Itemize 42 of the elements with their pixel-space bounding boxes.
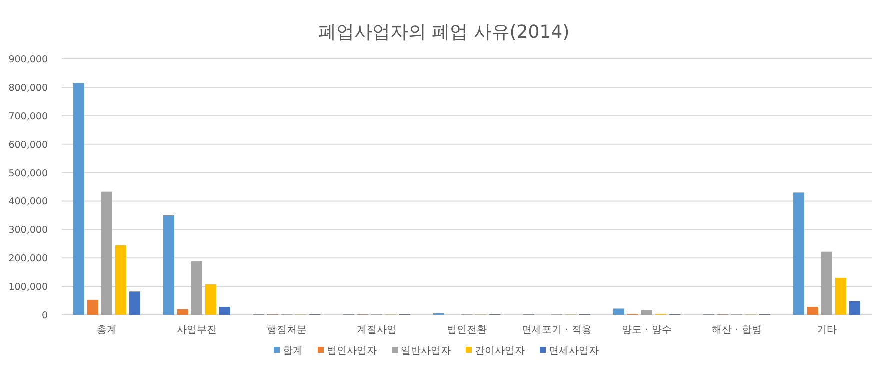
x-tick-label: 기타	[817, 325, 837, 336]
bar	[822, 252, 832, 315]
bar	[794, 192, 804, 315]
bar	[130, 292, 140, 315]
bar	[164, 215, 174, 315]
bar	[642, 310, 652, 315]
x-tick-label: 법인전환	[447, 325, 487, 336]
y-tick-label: 600,000	[8, 140, 48, 151]
legend-label: 법인사업자	[327, 346, 377, 357]
y-tick-label: 500,000	[8, 168, 48, 180]
y-tick-label: 900,000	[8, 54, 48, 66]
x-tick-label: 총계	[97, 325, 117, 336]
legend-label: 일반사업자	[401, 346, 451, 357]
y-tick-label: 800,000	[8, 82, 48, 94]
bar	[850, 301, 860, 315]
x-tick-label: 행정처분	[267, 325, 307, 336]
x-tick-label: 계절사업	[357, 325, 397, 336]
bar	[220, 307, 230, 315]
y-tick-label: 0	[42, 310, 48, 322]
bar	[614, 308, 624, 315]
y-tick-label: 200,000	[8, 254, 48, 265]
bar	[178, 309, 188, 315]
x-tick-label: 사업부진	[177, 325, 217, 336]
legend-label: 면세사업자	[549, 346, 599, 357]
legend-label: 간이사업자	[475, 346, 525, 357]
bar	[102, 192, 112, 315]
bar	[88, 300, 98, 315]
chart-title: 폐업사업자의 폐업 사유(2014)	[318, 22, 570, 43]
bar	[116, 245, 126, 315]
bar	[192, 262, 202, 315]
y-tick-label: 400,000	[8, 196, 48, 208]
bar	[808, 307, 818, 315]
y-tick-label: 300,000	[8, 225, 48, 236]
x-tick-label: 해산 · 합병	[712, 325, 762, 336]
bar	[74, 83, 84, 315]
legend-label: 합계	[283, 346, 303, 357]
x-tick-label: 면세포기 · 적용	[522, 325, 592, 336]
bar	[206, 284, 216, 315]
bar	[836, 278, 846, 315]
y-tick-label: 700,000	[8, 111, 48, 122]
x-tick-label: 양도 · 양수	[622, 325, 672, 336]
y-tick-label: 100,000	[8, 282, 48, 294]
